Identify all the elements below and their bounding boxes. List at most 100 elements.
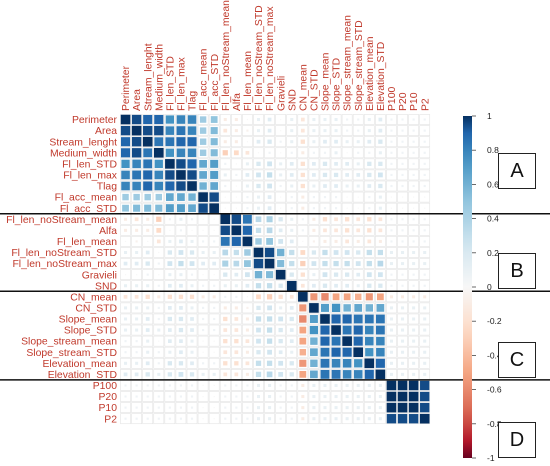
correlation-square xyxy=(377,260,384,267)
correlation-square xyxy=(301,151,305,155)
correlation-square xyxy=(345,173,349,177)
correlation-square xyxy=(420,380,430,391)
correlation-square xyxy=(267,128,272,133)
correlation-square xyxy=(165,148,175,157)
correlation-square xyxy=(423,372,427,376)
correlation-square xyxy=(286,280,297,291)
correlation-square xyxy=(157,417,160,420)
correlation-square xyxy=(331,303,341,313)
correlation-square xyxy=(356,173,361,177)
correlation-square xyxy=(123,261,128,266)
correlation-square xyxy=(153,147,164,158)
correlation-square xyxy=(312,228,316,232)
correlation-square xyxy=(389,372,393,376)
correlation-square xyxy=(234,328,239,332)
correlation-square xyxy=(223,128,228,133)
correlation-square xyxy=(401,140,404,143)
correlation-square xyxy=(223,140,227,144)
correlation-square xyxy=(275,269,286,280)
correlation-square xyxy=(144,193,151,201)
correlation-square xyxy=(145,361,150,366)
row-label: Fl_len_noStream_mean xyxy=(6,215,117,226)
correlation-square xyxy=(145,372,150,377)
correlation-square xyxy=(213,351,215,353)
correlation-square xyxy=(334,283,338,288)
correlation-square xyxy=(423,273,426,276)
correlation-square xyxy=(199,149,207,156)
correlation-square xyxy=(145,261,150,266)
correlation-square xyxy=(423,184,426,188)
correlation-square xyxy=(156,216,162,222)
correlation-square xyxy=(423,317,427,321)
correlation-square xyxy=(412,372,416,376)
correlation-square xyxy=(357,118,360,121)
column-label: Slope_mean xyxy=(321,52,332,111)
correlation-square xyxy=(279,417,282,420)
correlation-square xyxy=(378,161,383,167)
correlation-square xyxy=(209,203,219,213)
correlation-square xyxy=(121,170,130,180)
correlation-square xyxy=(266,294,273,300)
correlation-square xyxy=(401,218,404,221)
correlation-square xyxy=(202,240,205,243)
correlation-square xyxy=(143,159,153,169)
correlation-square xyxy=(322,272,328,278)
colorbar-tick-label: 0.2 xyxy=(487,248,499,258)
correlation-square xyxy=(167,316,173,322)
correlation-square xyxy=(386,391,397,402)
correlation-square xyxy=(344,260,350,267)
correlation-square xyxy=(167,372,173,377)
correlation-square xyxy=(289,316,294,322)
correlation-square xyxy=(300,250,306,255)
correlation-square xyxy=(135,284,139,288)
correlation-square xyxy=(124,217,128,221)
correlation-square xyxy=(353,347,364,358)
correlation-square xyxy=(376,347,385,357)
correlation-square xyxy=(401,207,404,209)
heatmap-cells xyxy=(120,114,430,424)
correlation-square xyxy=(389,250,393,255)
correlation-square xyxy=(401,240,404,243)
correlation-square xyxy=(202,362,205,365)
correlation-square xyxy=(187,159,197,169)
correlation-square xyxy=(278,239,284,244)
correlation-square xyxy=(367,283,372,288)
correlation-square xyxy=(323,228,327,233)
correlation-square xyxy=(401,372,405,376)
correlation-square xyxy=(202,306,205,309)
group-label-a: A xyxy=(498,153,536,189)
correlation-square xyxy=(323,139,327,144)
correlation-square xyxy=(146,384,149,387)
correlation-square xyxy=(334,417,338,421)
correlation-square xyxy=(223,328,228,332)
correlation-square xyxy=(188,204,196,213)
correlation-square xyxy=(266,316,273,322)
correlation-square xyxy=(201,295,205,299)
row-label: CN_mean xyxy=(70,292,117,303)
correlation-square xyxy=(178,361,184,366)
correlation-square xyxy=(320,347,330,357)
correlation-square xyxy=(412,184,415,188)
correlation-square xyxy=(301,406,305,410)
correlation-square xyxy=(179,229,183,232)
correlation-square xyxy=(245,317,249,321)
correlation-square xyxy=(135,317,139,321)
correlation-square xyxy=(289,239,294,244)
correlation-square xyxy=(312,118,316,122)
correlation-square xyxy=(257,152,260,154)
correlation-square xyxy=(279,395,282,398)
correlation-square xyxy=(177,193,185,201)
correlation-square xyxy=(412,140,415,143)
row-label: P10 xyxy=(99,403,118,414)
correlation-square xyxy=(309,303,319,313)
correlation-square xyxy=(353,325,363,335)
correlation-square xyxy=(167,361,173,366)
correlation-square xyxy=(378,151,382,155)
correlation-square xyxy=(423,140,426,143)
correlation-square xyxy=(146,273,149,276)
correlation-square xyxy=(290,184,294,188)
correlation-square xyxy=(300,117,305,122)
correlation-square xyxy=(267,305,272,311)
correlation-square xyxy=(310,293,318,301)
correlation-square xyxy=(190,218,194,221)
